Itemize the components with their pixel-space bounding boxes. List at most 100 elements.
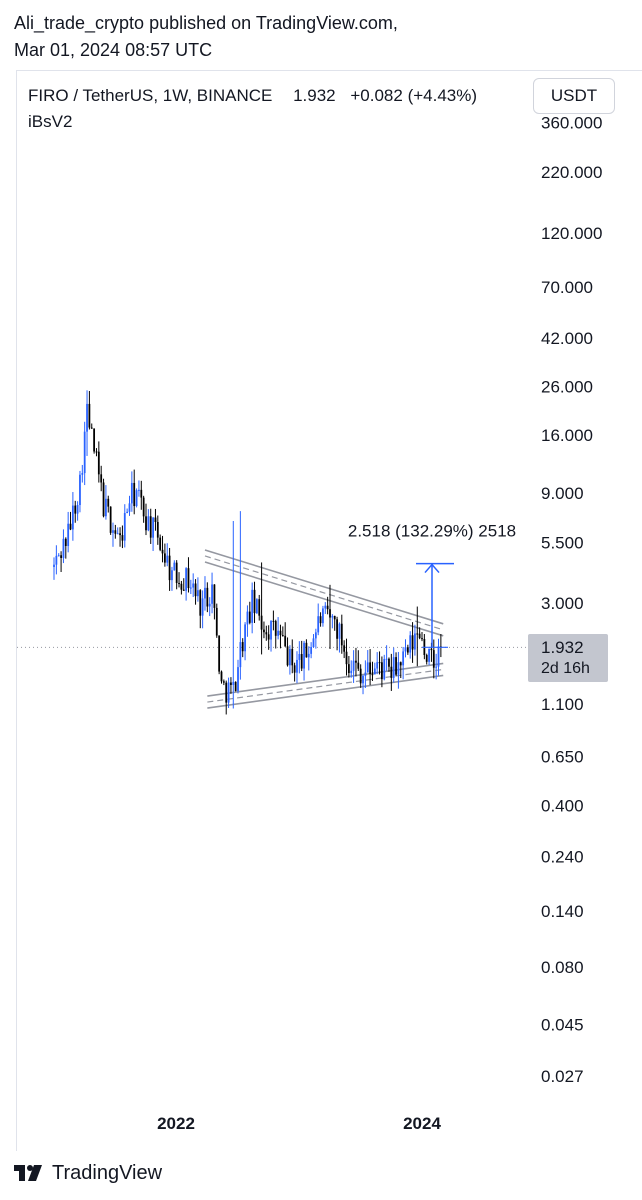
indicator-label[interactable]: iBsV2: [28, 112, 73, 131]
candle: [317, 603, 320, 636]
y-tick-label: 26.000: [541, 377, 593, 396]
candle: [397, 651, 400, 689]
candle: [359, 664, 362, 688]
candle: [369, 649, 372, 686]
candle-body: [253, 589, 256, 614]
candle-body: [149, 516, 152, 538]
candle-body: [406, 647, 409, 653]
candle: [185, 567, 188, 601]
y-tick-label: 0.045: [541, 1016, 584, 1035]
candle: [388, 657, 390, 672]
candle: [392, 647, 395, 683]
candle-body: [105, 498, 107, 517]
candle-body: [230, 682, 232, 685]
candle-body: [71, 505, 74, 530]
candle: [175, 560, 178, 590]
candle: [364, 660, 367, 689]
candle-body: [347, 664, 350, 674]
candle-body: [119, 533, 121, 536]
candle-body: [343, 645, 346, 652]
candle-body: [211, 584, 213, 604]
candle: [284, 622, 287, 647]
candle: [126, 508, 129, 514]
symbol-header: FIRO / TetherUS, 1W, BINANCE 1.932 +0.08…: [28, 84, 483, 108]
candle-body: [258, 599, 261, 616]
candle: [173, 560, 176, 571]
candle-body: [126, 511, 129, 514]
candle: [345, 638, 348, 676]
candle-body: [156, 521, 159, 538]
candle: [272, 610, 275, 631]
last-price-value: 1.932: [541, 638, 584, 657]
upper-trendline: [204, 549, 444, 637]
candle: [60, 551, 62, 572]
candle-body: [421, 638, 423, 640]
candle: [182, 578, 185, 591]
candle-body: [90, 427, 93, 429]
candle-body: [241, 642, 244, 652]
y-tick-label: 0.027: [541, 1067, 584, 1086]
candle: [112, 522, 114, 547]
candle-body: [364, 672, 367, 676]
candle-body: [331, 615, 334, 618]
candle: [220, 670, 223, 684]
candle: [149, 508, 152, 544]
candle: [55, 545, 58, 575]
currency-button[interactable]: USDT: [533, 78, 615, 114]
candle-body: [178, 582, 180, 584]
candle-body: [270, 620, 272, 640]
candle: [373, 662, 376, 675]
candle: [343, 640, 346, 659]
candle: [300, 640, 303, 672]
candle: [114, 524, 117, 539]
candle-body: [435, 666, 438, 668]
candle: [312, 634, 315, 648]
candle: [305, 639, 308, 658]
candle: [178, 572, 180, 588]
candle-body: [123, 513, 126, 541]
tradingview-logo-icon: [14, 1165, 42, 1181]
candle: [362, 674, 364, 695]
candle-body: [395, 657, 397, 675]
candle: [281, 626, 284, 637]
candle: [404, 639, 407, 658]
lower-trendline: [207, 662, 444, 709]
candle: [128, 495, 131, 516]
y-tick-label: 0.140: [541, 902, 584, 921]
candle-body: [57, 555, 60, 557]
candle: [88, 391, 91, 430]
candle-body: [390, 666, 393, 678]
candle: [380, 656, 383, 688]
lower-trendline-edge: [207, 662, 444, 697]
upper-trendline-edge: [204, 561, 444, 637]
candle: [314, 628, 317, 649]
candle-body: [234, 681, 237, 691]
candle-body: [138, 489, 140, 491]
candle-body: [166, 555, 169, 563]
candle: [152, 517, 154, 551]
candle: [83, 421, 86, 486]
candle-body: [225, 682, 228, 703]
candle-body: [329, 609, 331, 618]
symbol-price: 1.932: [293, 86, 336, 105]
candle-body: [418, 633, 421, 639]
candle: [239, 511, 242, 680]
measure-arrow-icon: [424, 563, 440, 574]
candle-body: [60, 555, 62, 558]
candle-body: [128, 503, 131, 512]
candle: [255, 598, 258, 615]
candle: [416, 606, 419, 667]
candle-body: [362, 675, 364, 684]
candle: [258, 594, 261, 621]
candle-body: [244, 624, 246, 652]
candle: [324, 602, 327, 614]
candle: [79, 470, 81, 513]
candle: [180, 580, 183, 595]
candle: [274, 619, 277, 649]
candle-body: [232, 681, 235, 685]
candle-body: [64, 538, 67, 546]
candle: [248, 601, 251, 625]
candle: [406, 644, 409, 655]
candle: [213, 584, 216, 620]
